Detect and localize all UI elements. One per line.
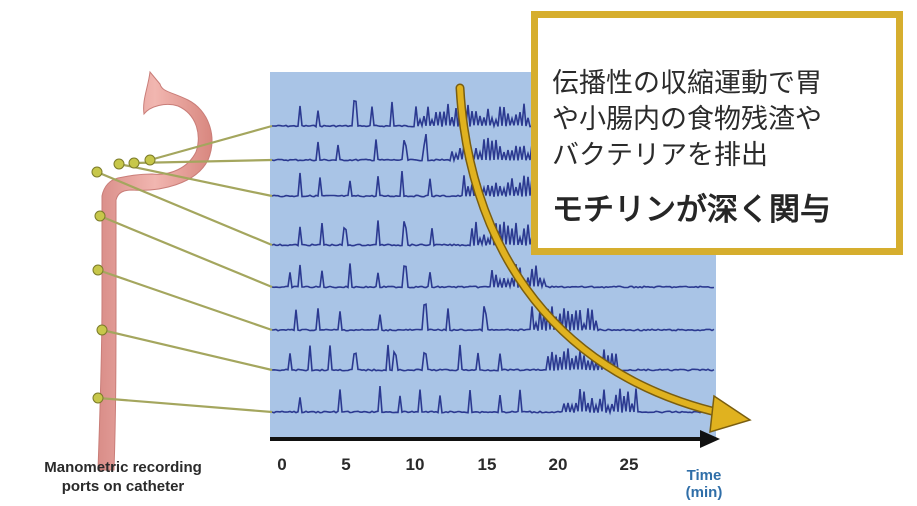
propagation-arrow [455, 83, 752, 434]
catheter-ports-label: Manometric recording ports on catheter [44, 459, 202, 495]
port-connectors [96, 124, 273, 414]
recording-port [92, 392, 104, 404]
port-connector-line [96, 170, 273, 247]
time-tick-15: 15 [478, 455, 497, 474]
pressure-traces [271, 99, 715, 416]
port-connector-line [101, 328, 273, 372]
stomach-esophagus-illustration [97, 70, 213, 471]
recording-port [91, 166, 103, 178]
recording-port [128, 157, 140, 169]
time-tick-20: 20 [549, 455, 568, 474]
port-connector-line [133, 158, 273, 165]
time-tick-0: 0 [277, 455, 286, 474]
time-tick-10: 10 [406, 455, 425, 474]
recording-port [113, 158, 125, 170]
pressure-trace [271, 386, 715, 416]
callout-description: 伝播性の収縮運動で胃 や小腸内の食物残渣や バクテリアを排出 [552, 68, 822, 171]
port-connector-line [118, 162, 273, 198]
time-tick-25: 25 [620, 455, 639, 474]
recording-port [92, 264, 104, 276]
pressure-trace [271, 303, 715, 333]
recording-port [96, 324, 108, 336]
pressure-trace [271, 344, 715, 372]
time-axis-arrowhead [700, 430, 720, 448]
time-unit-sub: (min) [686, 484, 723, 501]
callout-box: 伝播性の収縮運動で胃 や小腸内の食物残渣や バクテリアを排出 モチリンが深く関与 [531, 11, 903, 255]
time-unit-label: Time [687, 467, 722, 484]
recording-ports [91, 154, 156, 404]
callout-emphasis: モチリンが深く関与 [552, 192, 831, 228]
time-tick-5: 5 [341, 455, 350, 474]
port-connector-line [149, 124, 273, 162]
port-connector-line [97, 396, 273, 414]
pressure-trace [271, 263, 715, 291]
recording-port [144, 154, 156, 166]
port-connector-line [99, 214, 273, 289]
port-connector-line [97, 268, 273, 332]
recording-port [94, 210, 106, 222]
